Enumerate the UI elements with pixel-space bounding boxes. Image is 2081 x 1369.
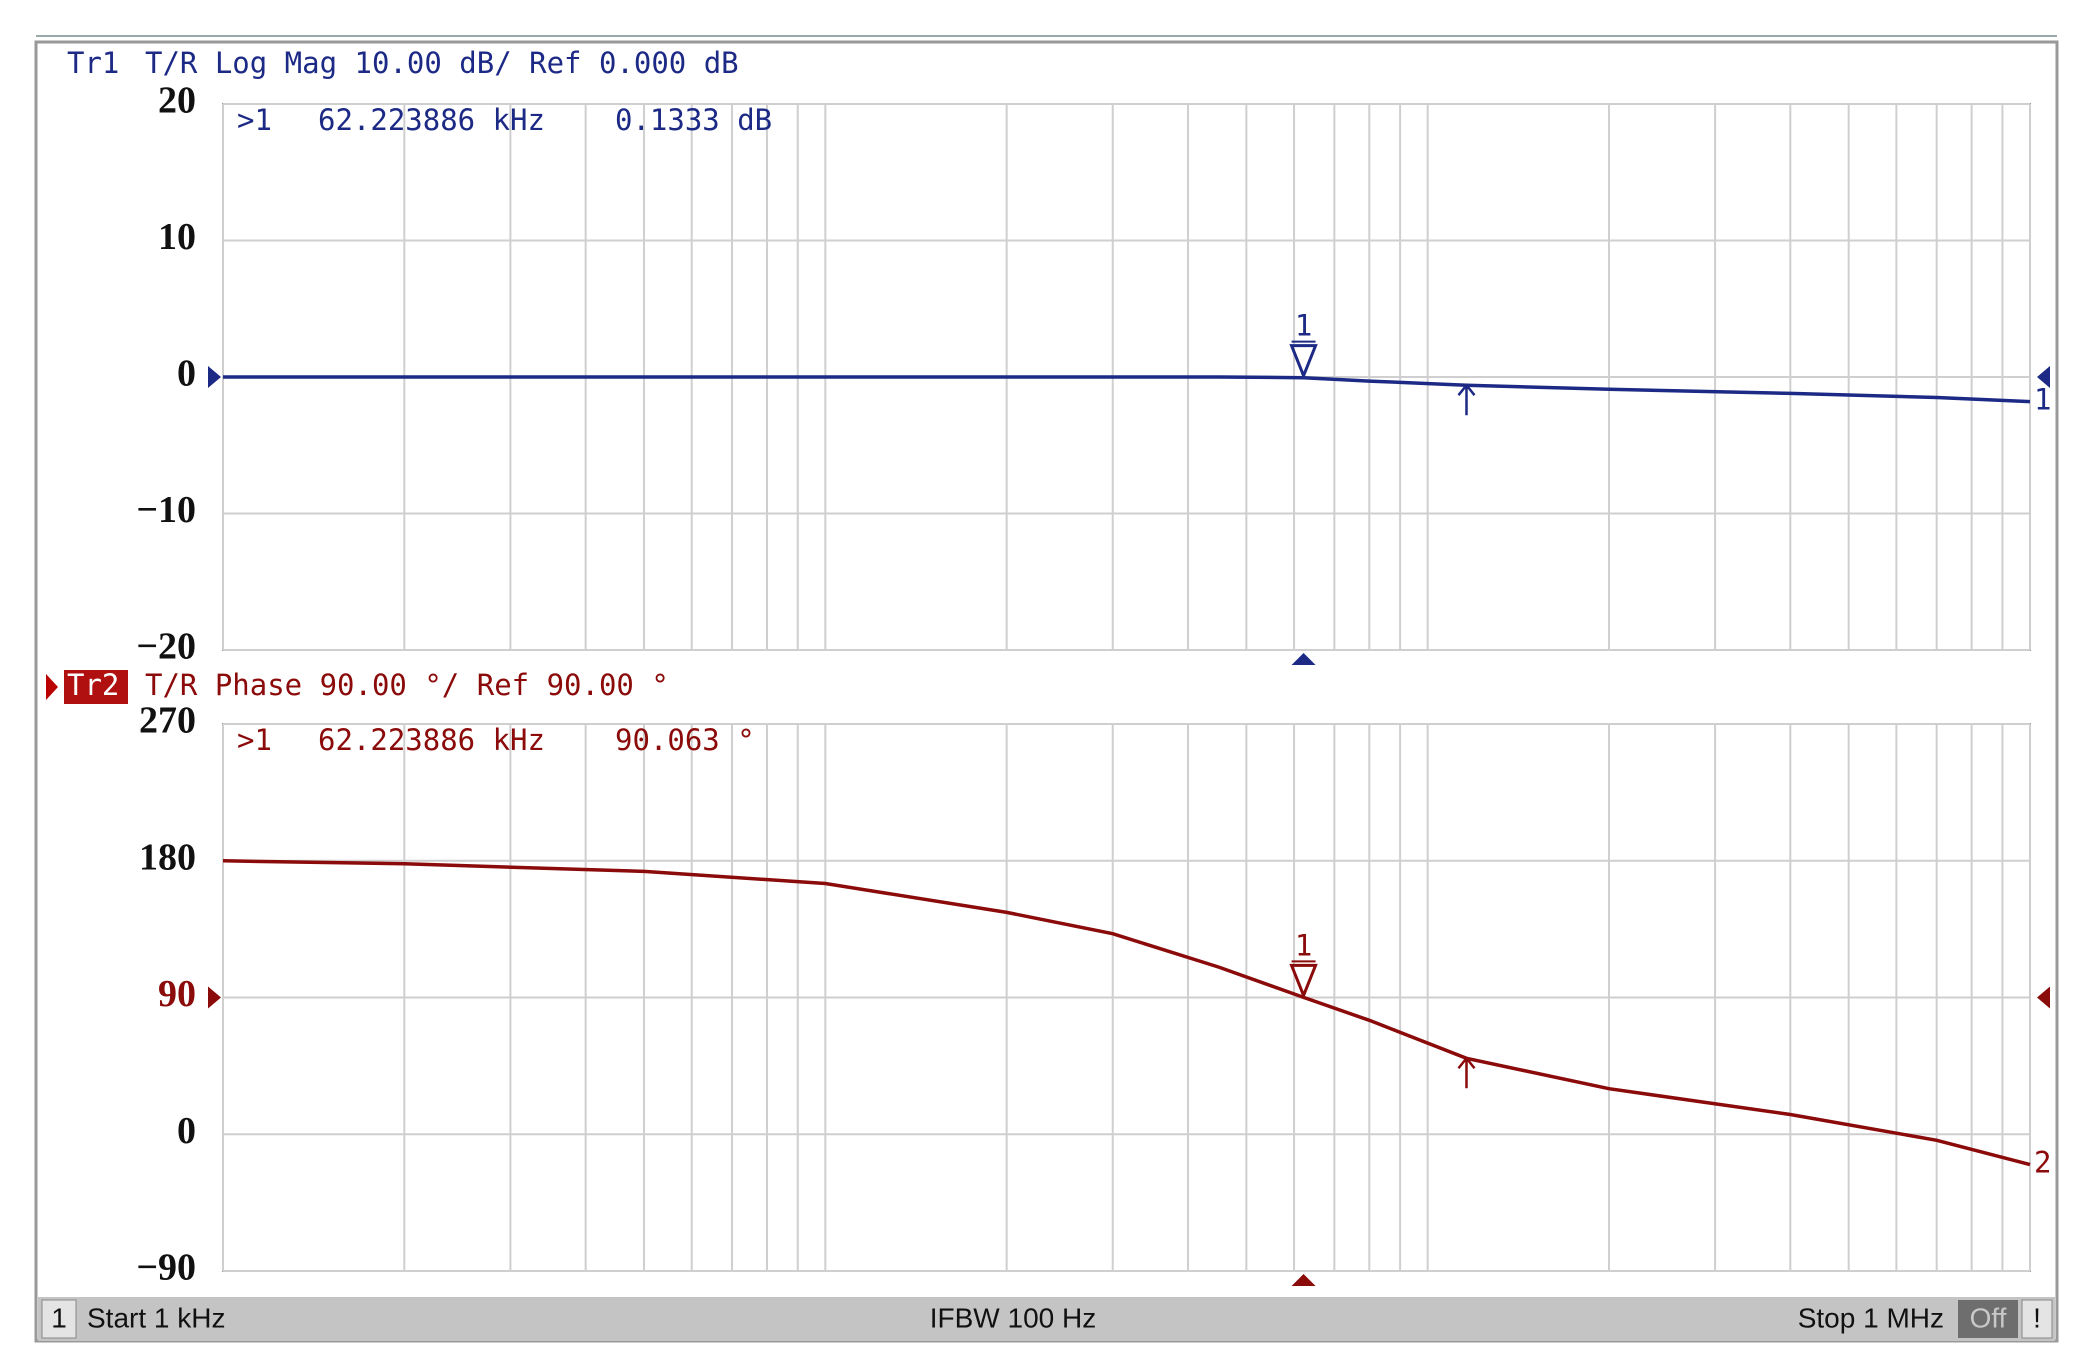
- state[interactable]: Off: [1970, 1302, 2007, 1333]
- readout-response: 90.063 °: [615, 723, 755, 757]
- trace-header: T/R Phase 90.00 °/ Ref 90.00 °: [145, 668, 669, 702]
- y-tick-label: −20: [136, 626, 196, 668]
- trace-line: [223, 375, 2031, 404]
- readout-stimulus: 62.223886 kHz: [318, 103, 545, 137]
- y-tick-label: −90: [136, 1247, 196, 1289]
- readout-stimulus: 62.223886 kHz: [318, 723, 545, 757]
- trace-header: T/R Log Mag 10.00 dB/ Ref 0.000 dB: [145, 46, 739, 80]
- trace-badge: [64, 670, 128, 704]
- reference-arrow-left: [208, 986, 221, 1009]
- y-tick-label: 10: [158, 216, 196, 258]
- trace-end-label: 2: [2034, 1146, 2051, 1180]
- readout-response: 0.1333 dB: [615, 103, 772, 137]
- channel: 1: [51, 1302, 67, 1333]
- marker-stimulus-arrow: [1291, 653, 1316, 665]
- alert: !: [2033, 1302, 2041, 1333]
- readout-marker: >1: [237, 103, 272, 137]
- reference-arrow-left: [208, 366, 221, 388]
- readout-marker: >1: [237, 723, 272, 757]
- y-tick-label: 180: [139, 836, 196, 878]
- marker-stimulus-arrow: [1291, 1274, 1316, 1286]
- state-box[interactable]: [1958, 1300, 2018, 1338]
- y-tick-label: 20: [158, 80, 196, 122]
- marker-triangle: [1289, 963, 1318, 1000]
- status-bar: 1 Start 1 kHz IFBW 100 Hz Stop 1 MHz Off…: [38, 1297, 2055, 1341]
- y-tick-label: 270: [139, 700, 196, 742]
- trace-line: [222, 859, 2031, 1167]
- reference-arrow: [1457, 383, 1476, 416]
- marker-triangle: [1289, 344, 1318, 380]
- y-tick-label: 0: [177, 1110, 196, 1152]
- start: Start 1 kHz: [87, 1302, 225, 1333]
- channel-box: [41, 1299, 77, 1339]
- chart-panel: Tr2 T/R Phase 90.00 °/ Ref 90.00 °270 180 9…: [46, 668, 2051, 1289]
- trace-end-label: 1: [2034, 383, 2051, 417]
- reference-arrow: [1457, 1056, 1476, 1089]
- reference-arrow-right: [2037, 366, 2050, 388]
- stop: Stop 1 MHz: [1798, 1302, 1944, 1333]
- alert-box: [2021, 1299, 2053, 1339]
- y-tick-label: 90: [158, 973, 196, 1015]
- status-bg: [38, 1297, 2055, 1341]
- y-tick-label: −10: [136, 489, 196, 531]
- marker-label: 1: [1295, 928, 1312, 962]
- trace-label: Tr2: [67, 668, 119, 702]
- trace-label: Tr1: [67, 46, 119, 80]
- active-trace-indicator: [46, 674, 58, 700]
- y-tick-label: 0: [177, 353, 196, 395]
- ifbw: IFBW 100 Hz: [930, 1302, 1096, 1333]
- marker-label: 1: [1295, 309, 1312, 343]
- reference-arrow-right: [2037, 986, 2050, 1009]
